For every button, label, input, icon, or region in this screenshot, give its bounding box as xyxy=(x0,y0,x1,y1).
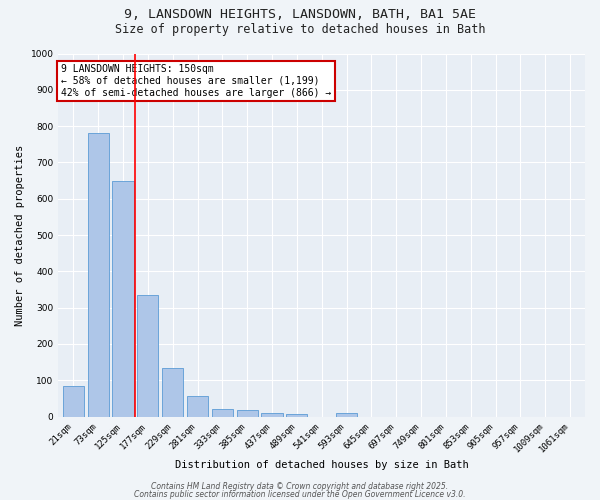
Text: 9 LANSDOWN HEIGHTS: 150sqm
← 58% of detached houses are smaller (1,199)
42% of s: 9 LANSDOWN HEIGHTS: 150sqm ← 58% of deta… xyxy=(61,64,331,98)
Bar xyxy=(262,413,283,416)
Bar xyxy=(212,408,233,416)
Text: Contains HM Land Registry data © Crown copyright and database right 2025.: Contains HM Land Registry data © Crown c… xyxy=(151,482,449,491)
Bar xyxy=(137,295,158,416)
Bar xyxy=(162,368,183,416)
X-axis label: Distribution of detached houses by size in Bath: Distribution of detached houses by size … xyxy=(175,460,469,470)
Bar xyxy=(286,414,307,416)
Bar xyxy=(63,386,84,416)
Text: Size of property relative to detached houses in Bath: Size of property relative to detached ho… xyxy=(115,22,485,36)
Text: Contains public sector information licensed under the Open Government Licence v3: Contains public sector information licen… xyxy=(134,490,466,499)
Bar xyxy=(88,134,109,416)
Bar xyxy=(336,413,357,416)
Y-axis label: Number of detached properties: Number of detached properties xyxy=(15,144,25,326)
Bar xyxy=(112,182,134,416)
Bar xyxy=(187,396,208,416)
Text: 9, LANSDOWN HEIGHTS, LANSDOWN, BATH, BA1 5AE: 9, LANSDOWN HEIGHTS, LANSDOWN, BATH, BA1… xyxy=(124,8,476,20)
Bar xyxy=(236,410,258,416)
